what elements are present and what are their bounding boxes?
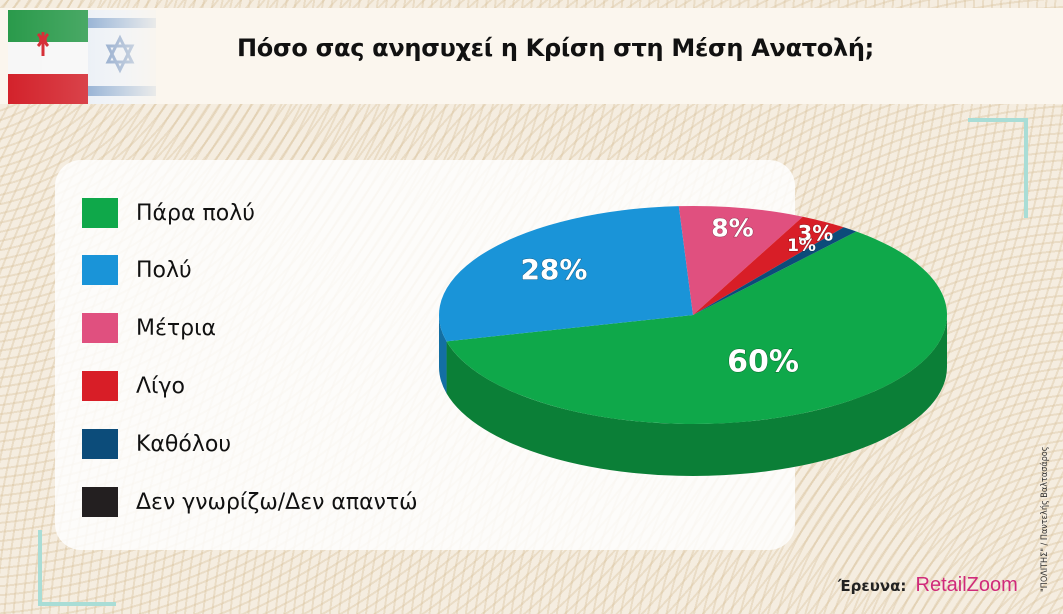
legend-item-poly: Πολύ bbox=[82, 253, 192, 287]
pie-slice-side bbox=[439, 315, 447, 394]
legend-swatch bbox=[82, 198, 118, 228]
source-credit: Έρευνα: RetailZoom bbox=[838, 574, 1018, 597]
legend-swatch bbox=[82, 429, 118, 459]
data-label: 1% bbox=[787, 236, 816, 256]
legend-swatch bbox=[82, 313, 118, 343]
pie-slice bbox=[693, 216, 844, 315]
legend-item-metria: Μέτρια bbox=[82, 311, 216, 345]
legend-label: Δεν γνωρίζω/Δεν απαντώ bbox=[136, 489, 418, 515]
pie-slice bbox=[446, 231, 948, 424]
source-label: Έρευνα: bbox=[838, 577, 907, 595]
data-label: 60% bbox=[727, 345, 799, 380]
pie-sides bbox=[439, 315, 947, 476]
legend-item-para-poly: Πάρα πολύ bbox=[82, 196, 255, 230]
pie-slice bbox=[678, 205, 803, 315]
deco-line bbox=[968, 118, 1028, 122]
legend-label: Μέτρια bbox=[136, 315, 217, 341]
photo-credit: "ΠΟΛΙΤΗΣ" / Παντελής Βαλτασάρος bbox=[1040, 446, 1050, 592]
flags-image bbox=[8, 10, 156, 104]
legend-label: Καθόλου bbox=[136, 431, 232, 457]
source-brand-logo: RetailZoom bbox=[915, 574, 1018, 596]
legend-item-ligo: Λίγο bbox=[82, 369, 185, 403]
pie-slice bbox=[693, 227, 857, 315]
legend-swatch bbox=[82, 255, 118, 285]
legend-label: Λίγο bbox=[136, 373, 185, 399]
data-label: 28% bbox=[520, 253, 587, 286]
pie-top bbox=[439, 205, 948, 424]
legend-label: Πολύ bbox=[136, 257, 192, 283]
pie-slice-side bbox=[446, 315, 947, 476]
deco-line bbox=[38, 602, 116, 606]
pie-slice bbox=[439, 206, 693, 342]
legend-item-katholou: Καθόλου bbox=[82, 427, 231, 461]
legend-item-den-gnorizo: Δεν γνωρίζω/Δεν απαντώ bbox=[82, 485, 418, 519]
deco-line bbox=[38, 530, 42, 606]
legend-swatch bbox=[82, 487, 118, 517]
page-title: Πόσο σας ανησυχεί η Κρίση στη Μέση Ανατο… bbox=[237, 34, 874, 62]
legend-label: Πάρα πολύ bbox=[136, 200, 255, 226]
data-label: 3% bbox=[798, 222, 834, 246]
deco-line bbox=[1024, 118, 1028, 218]
legend-swatch bbox=[82, 371, 118, 401]
data-label: 8% bbox=[711, 213, 753, 242]
header-bar bbox=[0, 8, 1063, 104]
